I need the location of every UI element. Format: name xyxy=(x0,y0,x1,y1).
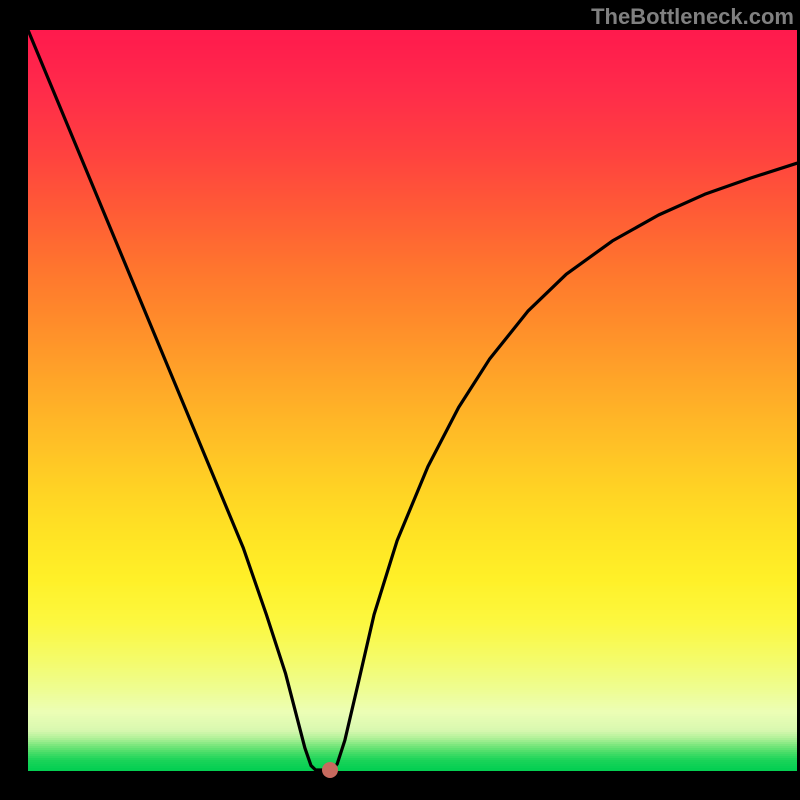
bottleneck-curve xyxy=(0,0,800,800)
curve-path xyxy=(28,30,797,770)
bottleneck-chart: TheBottleneck.com xyxy=(0,0,800,800)
watermark-text: TheBottleneck.com xyxy=(591,4,794,30)
